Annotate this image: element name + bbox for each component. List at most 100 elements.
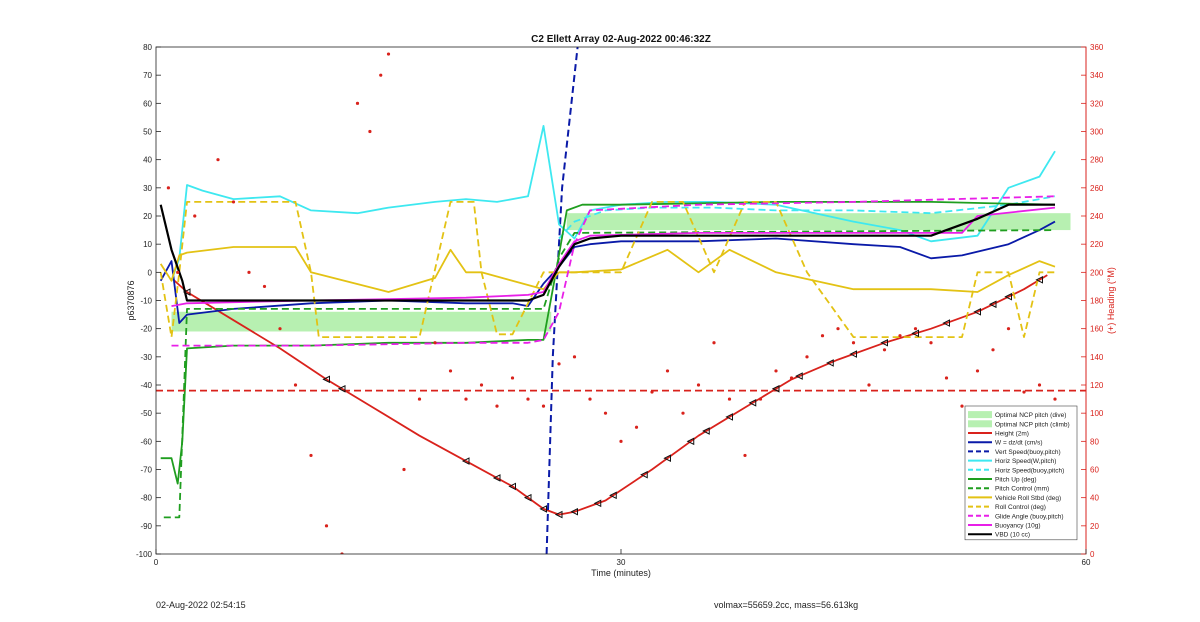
point-heading (634, 425, 639, 429)
height-marker (748, 399, 757, 407)
y2-tick-label: 360 (1090, 43, 1104, 52)
point-heading (247, 270, 251, 274)
point-heading (262, 284, 267, 289)
height-marker (322, 375, 330, 384)
height-marker (182, 288, 191, 296)
point-heading (526, 397, 530, 401)
band-optimal-ncp-pitch-dive (171, 311, 552, 332)
height-marker (554, 510, 563, 519)
y-tick-label: 40 (143, 156, 152, 165)
y2-tick-label: 340 (1090, 71, 1104, 80)
y-tick-label: -10 (140, 297, 152, 306)
y2-tick-label: 100 (1090, 409, 1104, 418)
legend-item-vbd-10-cc: VBD (10 cc) (995, 532, 1030, 539)
x-axis-label: Time (minutes) (591, 568, 651, 578)
point-heading (758, 397, 763, 401)
y2-tick-label: 160 (1090, 325, 1104, 334)
y-tick-label: -40 (140, 381, 152, 390)
y2-tick-label: 120 (1090, 381, 1104, 390)
x-tick-label: 30 (617, 558, 626, 567)
y2-axis-label: (+) Heading (°M) (1106, 267, 1116, 334)
point-heading (193, 214, 197, 218)
point-heading (743, 453, 747, 458)
y2-tick-label: 40 (1090, 494, 1099, 503)
footer-timestamp: 02-Aug-2022 02:54:15 (156, 600, 246, 610)
height-marker (686, 437, 695, 446)
series-vehicle-roll-stbd-deg (159, 246, 1056, 293)
y-tick-label: 20 (143, 212, 152, 221)
legend-item-optimal-ncp-pitch-climb: Optimal NCP pitch (climb) (995, 421, 1070, 428)
y2-tick-label: 80 (1090, 437, 1099, 446)
series-horiz-speed-buoy-pitch (558, 195, 1056, 240)
point-heading (231, 200, 236, 204)
y-tick-label: 70 (143, 71, 152, 80)
point-heading (379, 73, 383, 77)
legend-item-w-dz-dt-cm-s: W = dz/dt (cm/s) (995, 440, 1043, 447)
legend-box (964, 405, 1078, 541)
point-heading (1053, 397, 1057, 401)
y2-tick-label: 20 (1090, 522, 1099, 531)
y2-tick-label: 60 (1090, 466, 1099, 475)
point-heading (944, 376, 949, 380)
legend-item-vert-speed-buoy-pitch: Vert Speed(buoy,pitch) (995, 449, 1061, 456)
point-heading (805, 355, 809, 359)
legend-item-glide-angle-buoy-pitch: Glide Angle (buoy,pitch) (995, 513, 1064, 520)
y-tick-label: -70 (140, 466, 152, 475)
point-heading (975, 369, 980, 373)
y2-tick-label: 240 (1090, 212, 1104, 221)
point-heading (176, 270, 180, 274)
height-marker (539, 505, 547, 513)
height-marker (771, 384, 780, 393)
y2-tick-label: 200 (1090, 268, 1104, 277)
point-heading (216, 158, 220, 162)
point-heading (619, 439, 623, 443)
y-tick-label: -100 (136, 550, 153, 559)
footer-volmax-mass: volmax=55659.2cc, mass=56.613kg (714, 600, 859, 610)
height-marker (942, 319, 950, 327)
series-pitch-control-mm (163, 229, 1056, 519)
point-heading (293, 383, 298, 387)
point-heading (913, 327, 918, 331)
series-vert-speed-buoy-pitch (545, 47, 579, 554)
y2-tick-label: 320 (1090, 99, 1104, 108)
point-heading (479, 383, 484, 387)
point-heading (603, 411, 608, 415)
y2-tick-label: 260 (1090, 184, 1104, 193)
height-marker (973, 307, 981, 316)
point-heading (1022, 390, 1026, 394)
point-heading (541, 404, 546, 408)
point-heading (960, 404, 964, 408)
legend-item-horiz-speed-buoy-pitch: Horiz Speed(buoy,pitch) (995, 467, 1064, 474)
point-heading (665, 369, 670, 373)
y2-tick-label: 0 (1090, 550, 1095, 559)
height-marker (988, 300, 997, 309)
point-heading (712, 341, 716, 345)
y-tick-label: -80 (140, 494, 152, 503)
height-marker (508, 482, 516, 491)
legend-item-pitch-control-mm: Pitch Control (mm) (995, 486, 1049, 493)
x-tick-label: 0 (154, 558, 159, 567)
legend-item-vehicle-roll-stbd-deg: Vehicle Roll Stbd (deg) (995, 495, 1061, 502)
series-glide-angle-buoy-pitch (171, 195, 1056, 347)
point-heading (433, 341, 437, 345)
point-heading (557, 362, 561, 366)
y2-tick-label: 300 (1090, 128, 1104, 137)
height-marker (826, 359, 834, 367)
legend-item-pitch-up-deg: Pitch Up (deg) (995, 477, 1037, 484)
point-heading (1006, 327, 1011, 331)
legend-item-buoyancy-10g: Buoyancy (10g) (995, 523, 1041, 530)
height-marker (911, 329, 919, 338)
y-axis-label: p6370876 (126, 280, 136, 320)
point-heading (929, 341, 933, 345)
height-marker (849, 350, 857, 358)
y-tick-label: -60 (140, 437, 152, 446)
point-heading (324, 524, 329, 528)
height-marker (725, 413, 733, 421)
point-heading (882, 348, 887, 352)
legend-swatch (968, 411, 992, 419)
point-heading (386, 52, 391, 56)
point-heading (417, 397, 422, 401)
point-heading (278, 327, 282, 331)
y-tick-label: -30 (140, 353, 152, 362)
point-heading (572, 355, 577, 359)
